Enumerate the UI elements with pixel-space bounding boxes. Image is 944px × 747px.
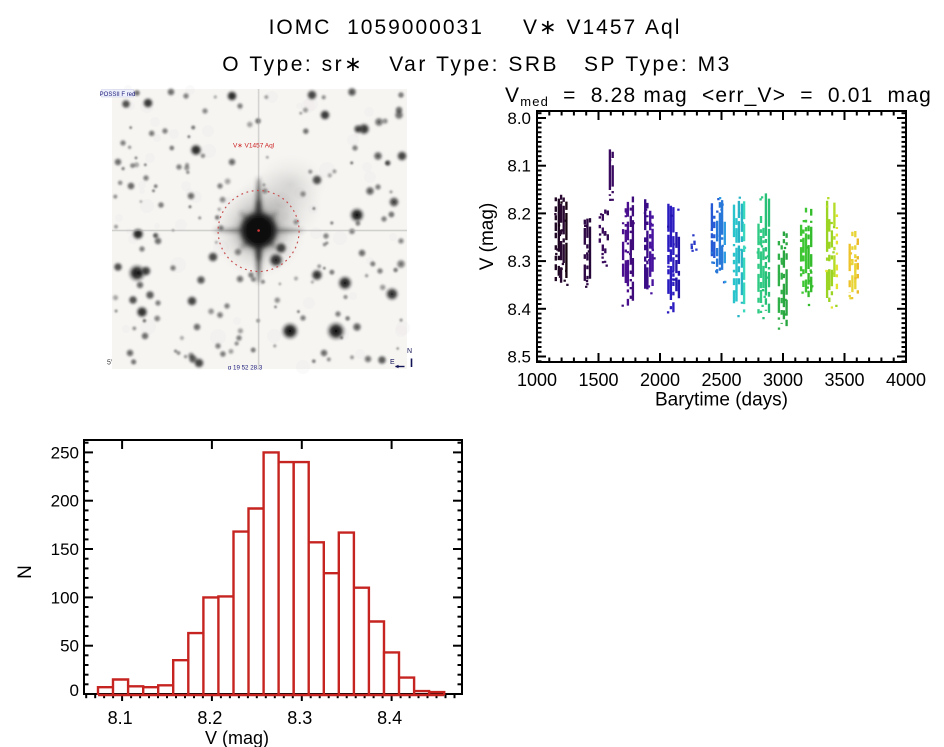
svg-text:IOMC 1059000031 V∗ V1457: IOMC 1059000031 V∗ V1457 Aql	[269, 16, 682, 39]
svg-text:O Type: sr∗ Var Type: SRB: O Type: sr∗ Var Type: SRB SP Type: M3	[222, 53, 732, 76]
svg-text:Barytime (days): Barytime (days)	[655, 390, 788, 411]
svg-text:150: 150	[51, 540, 79, 559]
svg-text:8.4: 8.4	[377, 708, 402, 728]
svg-text:5’: 5’	[107, 360, 113, 367]
svg-text:N: N	[407, 348, 412, 355]
svg-text:4000: 4000	[886, 370, 926, 390]
svg-text:N: N	[15, 565, 36, 579]
svg-text:8.5: 8.5	[507, 348, 531, 367]
svg-text:V∗ V1457 Aql: V∗ V1457 Aql	[233, 143, 275, 150]
svg-text:100: 100	[51, 588, 79, 607]
svg-text:50: 50	[60, 637, 79, 656]
svg-text:α 19 52 28.3: α 19 52 28.3	[228, 365, 263, 372]
svg-text:3000: 3000	[763, 370, 803, 390]
svg-text:3500: 3500	[824, 370, 864, 390]
svg-text:Vmed = 8.28 mag <err_V> =: Vmed = 8.28 mag <err_V> = 0.01 mag	[505, 84, 932, 109]
svg-text:8.1: 8.1	[507, 157, 531, 176]
svg-text:1000: 1000	[517, 370, 557, 390]
svg-text:8.2: 8.2	[197, 708, 222, 728]
svg-text:1500: 1500	[578, 370, 618, 390]
svg-text:8.3: 8.3	[287, 708, 312, 728]
svg-text:200: 200	[51, 492, 79, 511]
svg-text:POSSII F red: POSSII F red	[100, 92, 136, 98]
svg-text:8.0: 8.0	[507, 109, 531, 128]
svg-text:8.4: 8.4	[507, 300, 531, 319]
svg-text:2500: 2500	[701, 370, 741, 390]
svg-text:2000: 2000	[640, 370, 680, 390]
svg-text:8.3: 8.3	[507, 252, 531, 271]
svg-text:250: 250	[51, 443, 79, 462]
svg-text:E: E	[390, 359, 395, 366]
svg-text:8.1: 8.1	[108, 708, 133, 728]
svg-text:V (mag): V (mag)	[477, 203, 498, 271]
svg-text:V (mag): V (mag)	[205, 728, 269, 747]
svg-text:0: 0	[70, 681, 79, 700]
svg-text:8.2: 8.2	[507, 204, 531, 223]
